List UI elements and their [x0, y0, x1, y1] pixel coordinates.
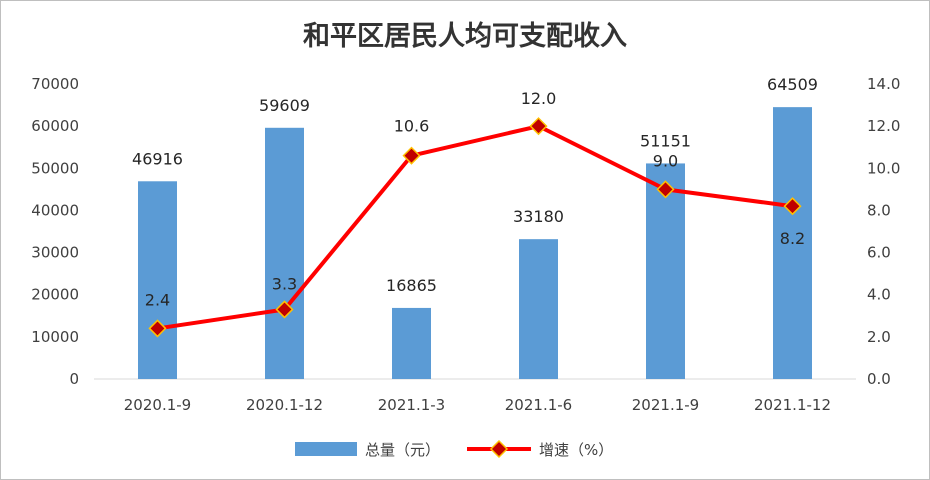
y-left-tick-label: 60000 [31, 117, 79, 135]
line-value-label: 12.0 [521, 89, 557, 108]
line-marker [783, 197, 802, 216]
y-right-tick-label: 4.0 [867, 286, 891, 304]
legend-marker [489, 439, 509, 459]
y-right-tick-label: 8.0 [867, 201, 891, 219]
chart-title: 和平区居民人均可支配收入 [303, 21, 627, 52]
legend: 总量（元） 增速（%） [295, 439, 613, 459]
legend-swatch-bar [295, 442, 357, 456]
line-value-label: 10.6 [394, 117, 430, 136]
bar-series [138, 107, 812, 380]
line-marker [148, 319, 167, 338]
bar-value-label: 59609 [259, 96, 310, 115]
line-marker [402, 146, 421, 165]
y-right-tick-label: 10.0 [867, 159, 900, 177]
bar-value-label: 16865 [386, 276, 437, 295]
bar [138, 181, 177, 379]
legend-label-bar: 总量（元） [365, 441, 440, 459]
bar-value-label: 64509 [767, 75, 818, 94]
line-marker [275, 300, 294, 319]
x-tick-label: 2021.1-3 [378, 396, 445, 414]
bar [773, 107, 812, 380]
data-labels: 46916 59609 16865 33180 51151 64509 2.4 3.3 10.6… [132, 75, 818, 309]
y-left-tick-label: 20000 [31, 286, 79, 304]
line-value-label: 2.4 [145, 290, 170, 309]
bar [265, 127, 304, 379]
legend-label-line: 增速（%） [539, 441, 613, 459]
y-right-tick-label: 14.0 [867, 75, 900, 93]
line-value-label: 8.2 [780, 229, 805, 248]
y-right-tick-label: 2.0 [867, 328, 891, 346]
x-tick-label: 2020.1-9 [124, 396, 191, 414]
bar [646, 163, 685, 379]
y-right-tick-label: 6.0 [867, 244, 891, 262]
line-marker [656, 180, 675, 199]
axes: 0 10000 20000 30000 40000 50000 60000 70000 0.0 2… [31, 75, 900, 414]
y-left-tick-label: 70000 [31, 75, 79, 93]
x-tick-label: 2021.1-12 [754, 396, 831, 414]
bar-value-label: 51151 [640, 131, 691, 150]
y-left-tick-label: 30000 [31, 244, 79, 262]
x-tick-label: 2021.1-6 [505, 396, 572, 414]
line-series [148, 117, 802, 338]
x-tick-label: 2020.1-12 [246, 396, 323, 414]
bar-value-label: 46916 [132, 149, 183, 168]
bar [392, 307, 431, 379]
growth-line [157, 124, 793, 331]
bar-value-label: 33180 [513, 207, 564, 226]
line-value-label: 3.3 [272, 274, 297, 293]
line-value-label: 9.0 [653, 151, 678, 170]
y-left-tick-label: 40000 [31, 201, 79, 219]
y-right-tick-label: 12.0 [867, 117, 900, 135]
y-left-tick-label: 10000 [31, 328, 79, 346]
line-marker [529, 117, 548, 136]
bar [519, 239, 558, 379]
x-tick-label: 2021.1-9 [632, 396, 699, 414]
y-left-tick-label: 0 [69, 370, 79, 388]
y-left-tick-label: 50000 [31, 159, 79, 177]
y-right-tick-label: 0.0 [867, 370, 891, 388]
